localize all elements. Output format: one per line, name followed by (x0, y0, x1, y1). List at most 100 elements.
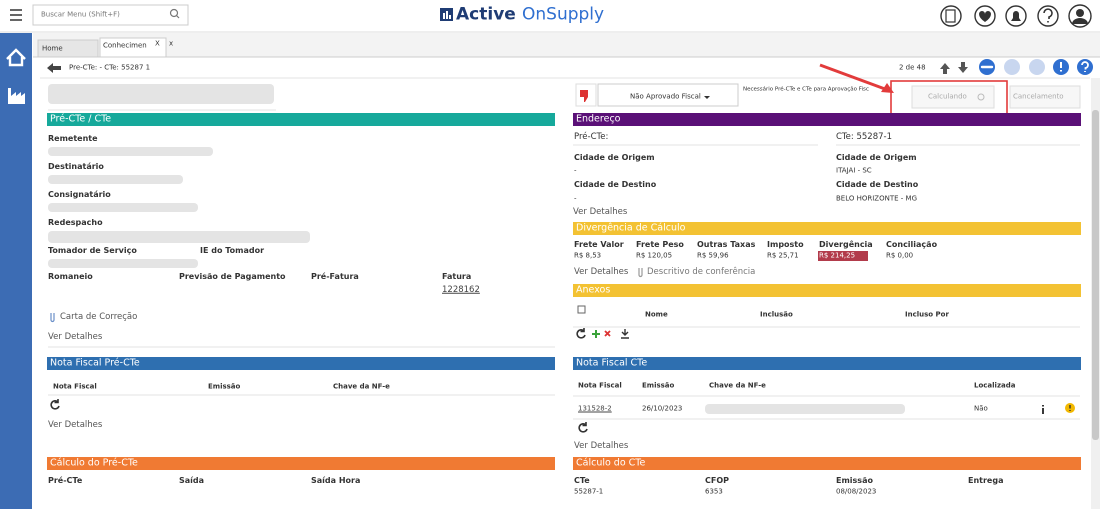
next-record[interactable] (958, 62, 968, 73)
column-header: Entrega (968, 476, 1004, 485)
calculating-button[interactable] (911, 85, 995, 109)
section-header (573, 284, 1081, 297)
status-dropdown[interactable] (597, 83, 739, 107)
details-link[interactable]: Ver Detalhes (574, 440, 629, 451)
field-label: IE do Tomador (200, 246, 265, 255)
column-value: R$ 8,53 (574, 251, 602, 260)
details-link[interactable]: Ver Detalhes (48, 331, 103, 342)
refresh-icon[interactable] (576, 328, 586, 339)
section-title: Endereço (576, 113, 621, 125)
section-header (573, 222, 1081, 235)
section-title: Cálculo do Pré-CTe (50, 457, 138, 469)
menu-button[interactable] (10, 9, 22, 21)
field-value: - (574, 194, 577, 203)
column-header: Emissão (208, 382, 241, 391)
tab-label[interactable]: Conhecimen (103, 41, 147, 50)
thumbs-down-glyph (580, 90, 588, 102)
description-link[interactable]: Descritivo de conferência (647, 266, 756, 277)
section-title: Nota Fiscal Pré-CTe (50, 357, 140, 369)
scrollbar-thumb[interactable] (1092, 110, 1099, 440)
column-header: Chave da NF-e (709, 381, 766, 390)
highlight-arrowhead (881, 83, 894, 93)
search-box[interactable] (32, 4, 189, 26)
help-button[interactable] (1077, 59, 1093, 75)
field-label: CTe: 55287-1 (836, 131, 892, 142)
field-label: Romaneio (48, 272, 93, 281)
cell: 26/10/2023 (642, 404, 683, 413)
status-dropdown-label[interactable]: Não Aprovado Fiscal (630, 92, 701, 101)
column-value: R$ 0,00 (886, 251, 914, 260)
section-title: Cálculo do CTe (576, 457, 646, 469)
add-icon[interactable] (592, 330, 600, 338)
search-icon[interactable] (169, 8, 180, 19)
column-header: CTe (574, 476, 590, 485)
tab-close[interactable]: X (155, 39, 160, 48)
bell-glyph (1011, 11, 1021, 21)
redacted-title (48, 84, 274, 104)
column-header: Localizada (974, 381, 1016, 390)
help-glyph (1081, 61, 1089, 72)
cancel-button[interactable] (1004, 59, 1020, 75)
status-note: Necessário Pré-CTe e CTe para Aprovação … (743, 86, 869, 93)
tab-label[interactable]: Home (42, 44, 63, 53)
section-header (47, 457, 555, 470)
section-title: Pré-CTe / CTe (50, 113, 112, 125)
column-value: 6353 (705, 487, 723, 496)
brand-name: Active (456, 4, 516, 25)
pager: 2 de 48 (899, 63, 926, 72)
field-label: Tomador de Serviço (48, 246, 137, 255)
field-label: Redespacho (48, 218, 103, 227)
column-header: Nota Fiscal (578, 381, 622, 390)
select-all-checkbox[interactable] (577, 305, 586, 314)
previous-record[interactable] (940, 63, 950, 74)
column-header: Imposto (767, 240, 804, 249)
cell: Não (974, 404, 988, 413)
button-label[interactable]: Calculando (928, 92, 967, 101)
search-placeholder[interactable]: Buscar Menu (Shift+F) (41, 10, 120, 19)
field-label: Destinatário (48, 162, 104, 171)
section-title: Divergência de Cálculo (576, 222, 686, 234)
column-header: Outras Taxas (697, 240, 756, 249)
field-label: Cidade de Origem (574, 153, 655, 162)
refresh-icon[interactable] (50, 399, 60, 410)
correction-link[interactable]: Carta de Correção (60, 311, 138, 322)
home-icon[interactable] (6, 48, 26, 67)
column-header: Pré-CTe (48, 476, 83, 485)
field-label: Fatura (442, 272, 472, 281)
section-header (573, 357, 1081, 370)
column-header: Incluso Por (905, 310, 949, 319)
help-icon[interactable] (1037, 5, 1059, 27)
factory-icon[interactable] (8, 88, 25, 104)
details-link[interactable]: Ver Detalhes (573, 206, 628, 217)
field-value: - (574, 166, 577, 175)
cancel-process-button[interactable] (1009, 85, 1081, 109)
tab-close[interactable]: x (169, 39, 174, 48)
details-link[interactable]: Ver Detalhes (48, 419, 103, 430)
download-icon[interactable] (621, 329, 629, 339)
column-value: R$ 120,05 (636, 251, 673, 260)
paperclip-icon (638, 268, 643, 278)
details-link[interactable]: Ver Detalhes (574, 266, 629, 277)
invoice-link[interactable]: 1228162 (442, 284, 480, 295)
divergence-highlight (818, 251, 868, 261)
back-arrow[interactable] (47, 63, 61, 73)
delete-icon[interactable] (604, 330, 611, 337)
sidebar (0, 33, 32, 509)
logo-icon (440, 8, 453, 21)
dropdown-caret (704, 96, 710, 99)
section-header (47, 357, 555, 370)
paperclip-icon (50, 313, 55, 323)
column-header: Nota Fiscal (53, 382, 97, 391)
section-header (573, 457, 1081, 470)
mail-button[interactable] (1029, 59, 1045, 75)
invoice-link[interactable]: 131528-2 (578, 404, 612, 413)
column-header: CFOP (705, 476, 729, 485)
redacted-values (48, 84, 905, 414)
new-document-icon[interactable] (940, 5, 962, 27)
button-label[interactable]: Cancelamento (1013, 92, 1064, 101)
refresh-icon[interactable] (578, 422, 588, 433)
column-header: Chave da NF-e (333, 382, 390, 391)
column-header: Nome (645, 310, 668, 319)
